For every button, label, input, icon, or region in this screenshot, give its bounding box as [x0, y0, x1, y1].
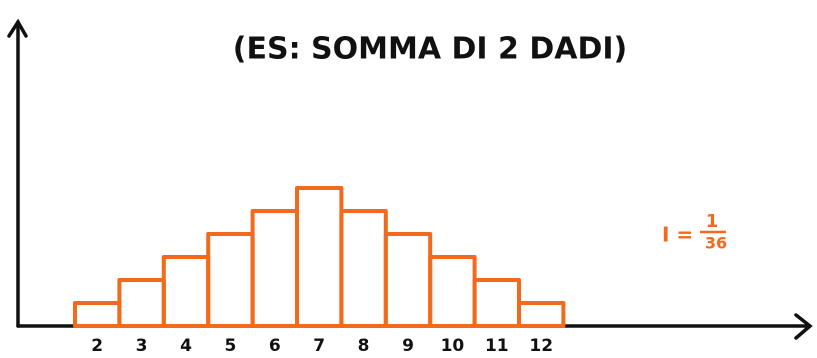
- y-axis: [9, 22, 26, 326]
- bar: [75, 303, 119, 326]
- bar: [164, 257, 208, 326]
- annotation-numerator: 1: [706, 211, 719, 232]
- bar: [519, 303, 563, 326]
- x-tick-label: 12: [529, 336, 553, 356]
- x-tick-label: 9: [402, 336, 414, 356]
- x-tick-label: 10: [441, 336, 465, 356]
- bar: [341, 211, 385, 326]
- x-tick-label: 11: [485, 336, 509, 356]
- bar: [253, 211, 297, 326]
- x-tick-label: 2: [91, 336, 103, 356]
- annotation-lhs: I =: [662, 223, 693, 247]
- x-tick-label: 4: [180, 336, 192, 356]
- annotation-denominator: 36: [705, 234, 727, 253]
- bar: [297, 188, 341, 326]
- x-tick-label: 7: [313, 336, 325, 356]
- bar: [208, 234, 252, 326]
- bar: [430, 257, 474, 326]
- x-tick-label: 3: [136, 336, 148, 356]
- x-tick-label: 5: [224, 336, 236, 356]
- bar: [119, 280, 163, 326]
- x-tick-label: 6: [269, 336, 281, 356]
- bar: [386, 234, 430, 326]
- bar: [475, 280, 519, 326]
- x-tick-label: 8: [358, 336, 370, 356]
- chart-title: (ES: SOMMA DI 2 DADI): [233, 32, 627, 67]
- chart: (ES: SOMMA DI 2 DADI) 2 3 4 5 6 7 8 9 10 11 12 I = 1…: [0, 0, 817, 358]
